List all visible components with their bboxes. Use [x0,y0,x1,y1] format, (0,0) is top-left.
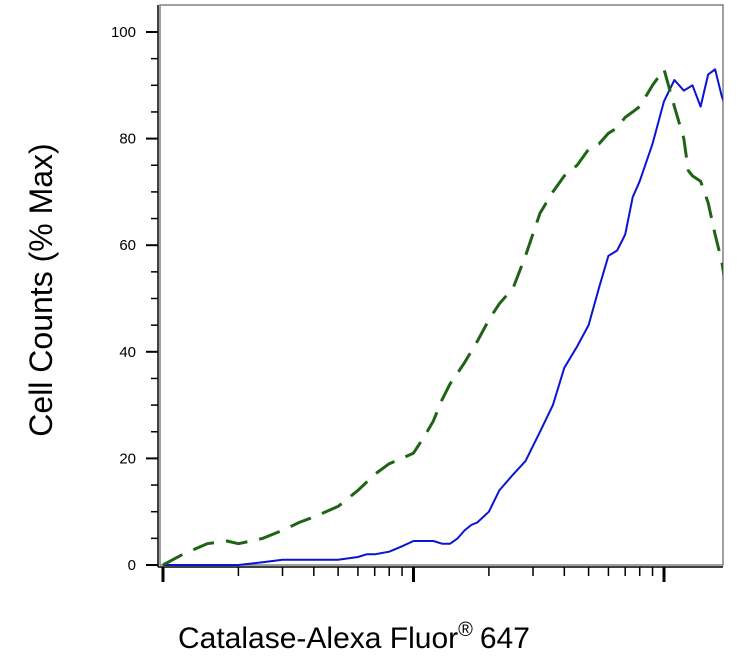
x-axis [158,566,723,582]
series-line-solid [163,68,723,566]
x-axis-title-main: Catalase-Alexa Fluor [178,622,458,655]
x-axis-title-suffix: 647 [480,622,530,655]
series-line-dashed [162,67,723,566]
y-tick-label: 80 [119,131,136,148]
y-tick-label: 20 [119,450,136,467]
plot-frame [159,4,724,566]
y-axis-title: Cell Counts (% Max) [23,143,59,436]
y-axis: 0 20 40 60 80 100 [111,5,159,574]
y-tick-label: 0 [128,557,136,574]
x-axis-title: Catalase-Alexa Fluor® 647 [178,619,530,655]
series-layer [162,67,723,566]
x-axis-title-registered-mark: ® [458,619,473,641]
y-tick-label: 60 [119,237,136,254]
y-tick-label: 40 [119,344,136,361]
y-tick-label: 100 [111,24,136,41]
